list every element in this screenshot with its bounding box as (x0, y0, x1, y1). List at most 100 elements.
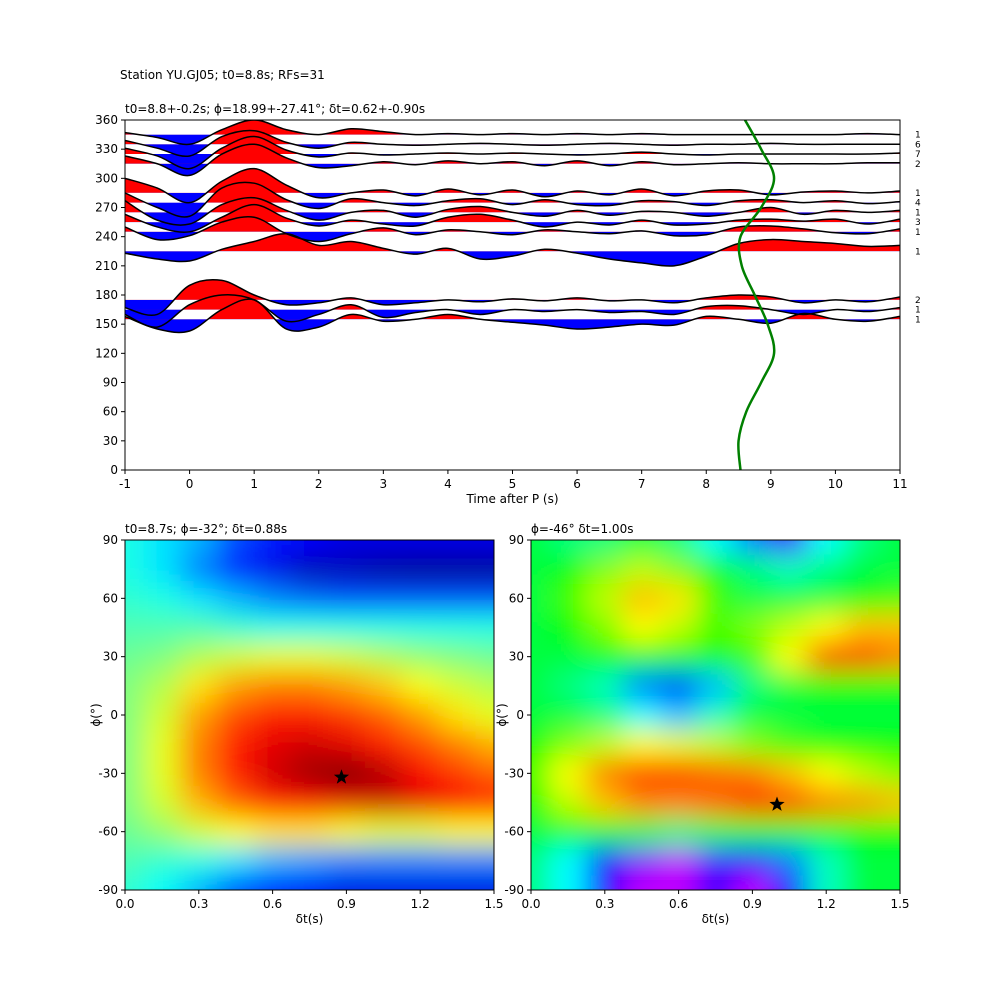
y-tick-label: -30 (504, 766, 524, 780)
heatmap-cell (143, 612, 181, 643)
heatmap-cell (881, 875, 900, 890)
heatmap (125, 540, 494, 890)
heatmap-cell (364, 758, 403, 789)
count-label: 3 (915, 218, 921, 228)
traces (125, 120, 900, 470)
x-tick-label: 7 (638, 477, 646, 491)
heatmap-cell (807, 612, 846, 643)
heatmap-cell (291, 846, 329, 876)
heatmap-cell (623, 758, 661, 789)
negative-fill (125, 154, 900, 169)
heatmap-cell (438, 554, 477, 585)
heatmap-cell (475, 671, 494, 701)
negative-fill (138, 134, 836, 145)
heatmap-cell (475, 787, 494, 818)
heatmap-cell (254, 700, 292, 731)
negative-fill (125, 202, 900, 217)
y-axis-label: ϕ(°) (89, 703, 103, 726)
heatmap-cell (254, 758, 292, 789)
x-tick-label: -1 (119, 477, 131, 491)
heatmap-cell (770, 540, 809, 556)
heatmap-cell (254, 540, 292, 556)
heatmap-cell (143, 554, 181, 585)
heatmap-cell (438, 612, 477, 643)
heatmap-cell (697, 817, 735, 847)
heatmap-cell (623, 583, 661, 614)
heatmap-cell (327, 671, 366, 701)
y-tick-label: -60 (98, 825, 118, 839)
count-label: 1 (915, 131, 921, 141)
y-tick-label: 0 (110, 463, 118, 477)
heatmap-cell (660, 583, 698, 614)
heatmap-cell (807, 729, 846, 760)
heatmap-cell (586, 671, 624, 701)
heatmap-cell (217, 817, 255, 847)
y-tick-label: 0 (516, 708, 524, 722)
heatmap-cell (549, 612, 587, 643)
heatmap-cell (733, 554, 772, 585)
heatmap-cell (254, 729, 292, 760)
heatmap (531, 540, 900, 890)
heatmap-cell (364, 846, 403, 876)
y-tick-label: 90 (103, 533, 118, 547)
heatmap-cell (660, 540, 698, 556)
heatmap-cell (807, 875, 846, 890)
heatmap-cell (531, 729, 550, 760)
heatmap-cell (770, 612, 809, 643)
heatmap-cell (327, 729, 366, 760)
heatmap-cell (881, 540, 900, 556)
x-tick-label: 3 (380, 477, 388, 491)
heatmap-cell (180, 875, 218, 890)
heatmap-cell (143, 540, 181, 556)
heatmap-cell (438, 583, 477, 614)
heatmap-cell (217, 671, 255, 701)
heatmap-cell (586, 642, 624, 672)
heatmap-cell (327, 612, 366, 643)
heatmap-cell (697, 875, 735, 890)
heatmap-cell (291, 642, 329, 672)
y-tick-label: 300 (95, 171, 118, 185)
heatmap-cell (586, 700, 624, 731)
heatmap-cell (844, 583, 883, 614)
x-tick-label: 0.9 (337, 897, 356, 911)
heatmap-cell (475, 758, 494, 789)
heatmap-cell (254, 787, 292, 818)
heatmap-cell (844, 817, 883, 847)
heatmap-cell (881, 846, 900, 876)
heatmap-cell (660, 700, 698, 731)
heatmap-cell (438, 642, 477, 672)
heatmap-cell (217, 540, 255, 556)
negative-fill (125, 251, 900, 267)
trace-line (125, 298, 900, 334)
heatmap-cell (475, 875, 494, 890)
heatmap-cell (217, 554, 255, 585)
heatmap-cell (807, 846, 846, 876)
heatmap-cell (881, 642, 900, 672)
heatmap-cell (180, 758, 218, 789)
count-label: 1 (915, 228, 921, 238)
heatmap-cell (531, 700, 550, 731)
heatmap-cell (217, 700, 255, 731)
heatmap-cell (327, 817, 366, 847)
y-tick-label: 60 (103, 405, 118, 419)
heatmap-cell (291, 700, 329, 731)
heatmap-cell (881, 729, 900, 760)
heatmap-cell (586, 554, 624, 585)
heatmap-cell (807, 758, 846, 789)
heatmap-cell (844, 875, 883, 890)
heatmap-cell (697, 642, 735, 672)
heatmap-cell (844, 554, 883, 585)
negative-fill (125, 319, 900, 333)
heatmap-cell (733, 642, 772, 672)
heatmap-cell (401, 671, 440, 701)
heatmap-cell (881, 554, 900, 585)
heatmap-cell (807, 817, 846, 847)
heatmap-cell (623, 729, 661, 760)
heatmap-cell (881, 671, 900, 701)
heatmap-cell (807, 700, 846, 731)
heatmap-cell (623, 540, 661, 556)
heatmap-cell (697, 846, 735, 876)
x-tick-label: 1.2 (411, 897, 430, 911)
heatmap-cell (623, 846, 661, 876)
heatmap-cell (807, 642, 846, 672)
